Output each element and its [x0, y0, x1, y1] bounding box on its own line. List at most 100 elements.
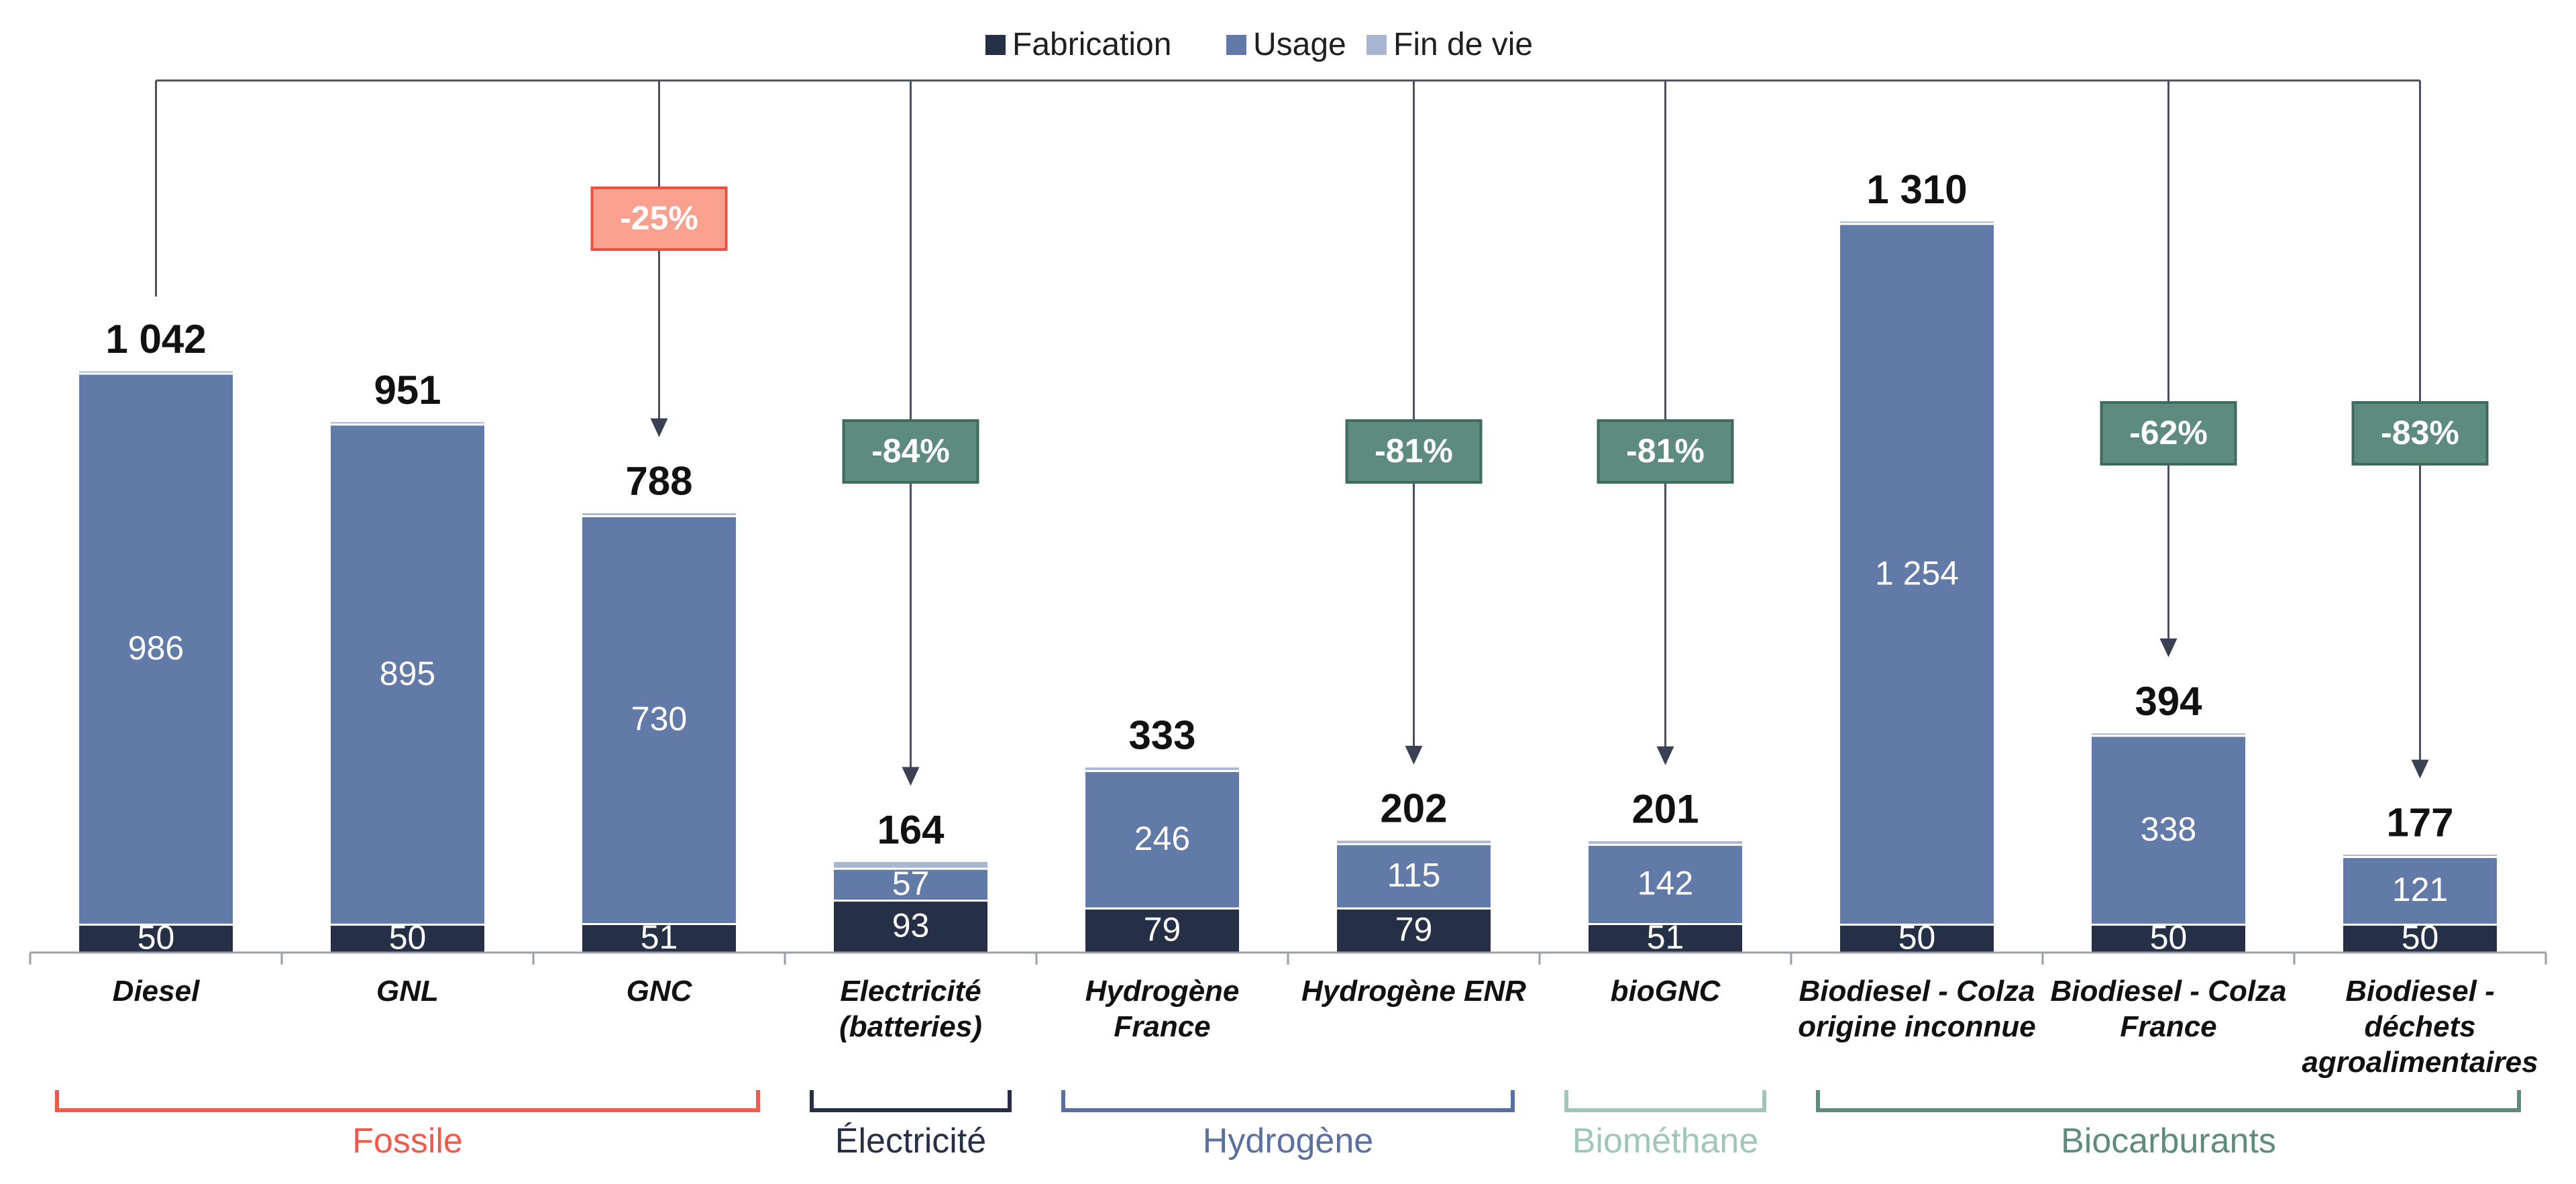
total-label-5: 202 [1380, 786, 1447, 831]
group-label-2: Hydrogène [1203, 1122, 1373, 1161]
legend: Fabrication Usage Fin de vie [985, 27, 1533, 62]
legend-label-fabrication: Fabrication [1012, 27, 1171, 62]
legend-swatch-fabrication [985, 35, 1006, 55]
comparison-badges: -25% -84% -81% -81% -62% -83% [590, 186, 2489, 484]
group-bracket-1 [810, 1090, 1012, 1112]
group-label-3: Biométhane [1572, 1122, 1759, 1161]
bar-segment-usage-8 [2090, 735, 2247, 926]
category-label-line: GNC [627, 975, 693, 1008]
bar-segment-fabrication-7 [1838, 923, 1996, 954]
bar-segment-fin-de-vie-3 [832, 859, 989, 870]
comparison-badge-0 [590, 186, 728, 251]
group-label-0: Fossile [352, 1122, 463, 1161]
group-label-4: Biocarburants [2061, 1122, 2276, 1161]
legend-swatch-usage [1226, 35, 1246, 55]
category-label-line: origine inconnue [1798, 1010, 2035, 1043]
category-label-9: Biodiesel -déchets agroalimentaires [2302, 975, 2538, 1079]
connector-arrowhead-5 [2411, 759, 2429, 779]
bar-segment-fin-de-vie-4 [1083, 765, 1241, 772]
legend-swatch-fin-de-vie [1366, 35, 1387, 55]
data-label-fabrication-5: 79 [1395, 910, 1433, 948]
data-label-usage-2: 730 [631, 700, 687, 738]
data-label-usage-8: 338 [2141, 810, 2196, 848]
category-label-line: (batteries) [839, 1010, 982, 1043]
category-label-line: Hydrogène ENR [1301, 975, 1526, 1008]
group-bracket-2 [1061, 1090, 1515, 1112]
total-label-7: 1 310 [1866, 167, 1967, 212]
category-label-4: Hydrogène France [1085, 975, 1240, 1043]
data-label-usage-7: 1 254 [1875, 554, 1959, 592]
total-label-0: 1 042 [105, 317, 206, 362]
data-label-usage-9: 121 [2392, 871, 2448, 908]
category-label-2: GNC [627, 975, 693, 1008]
comparison-badge-1 [842, 419, 979, 484]
connector-arrowhead-3 [1656, 746, 1674, 765]
category-label-3: Electricité (batteries) [839, 975, 982, 1043]
comparison-badge-5 [2351, 401, 2489, 466]
comparison-connectors [155, 79, 2429, 786]
group-bracket-4 [1816, 1090, 2521, 1112]
data-label-fabrication-3: 93 [892, 906, 930, 944]
category-label-line: France [2120, 1010, 2216, 1043]
bar-segment-usage-0 [77, 372, 235, 926]
bar-stack-4: 79 246 333 [1083, 713, 1241, 954]
bar-stack-3: 93 57 164 [832, 807, 989, 954]
bar-segment-fin-de-vie-5 [1335, 839, 1493, 845]
bar-segment-fin-de-vie-6 [1587, 839, 1744, 846]
bar-segment-fin-de-vie-9 [2341, 853, 2499, 859]
total-label-8: 394 [2135, 679, 2202, 724]
category-label-line: Electricité [840, 975, 981, 1008]
total-label-1: 951 [374, 368, 441, 413]
category-label-line: agroalimentaires [2302, 1046, 2538, 1079]
category-label-line: Biodiesel - Colza [1799, 975, 2035, 1008]
data-label-usage-4: 246 [1134, 820, 1190, 857]
category-label-line: Hydrogène [1085, 975, 1240, 1008]
category-groups: Fossile Électricité Hydrogène Biométhane Bio… [55, 1090, 2521, 1161]
category-label-1: GNL [376, 975, 439, 1008]
bar-segment-usage-9 [2341, 856, 2499, 926]
bar-segment-usage-2 [580, 515, 738, 926]
bar-segment-fin-de-vie-7 [1838, 219, 1996, 225]
connector-arrowhead-0 [650, 418, 668, 437]
bar-segment-usage-6 [1587, 843, 1744, 926]
category-label-7: Biodiesel - Colza origine inconnue [1798, 975, 2035, 1043]
bar-segment-fin-de-vie-0 [77, 369, 235, 375]
comparison-badge-3 [1597, 419, 1734, 484]
bar-segment-usage-1 [329, 423, 486, 926]
category-label-0: Diesel [113, 975, 200, 1008]
bar-segment-fabrication-2 [580, 923, 738, 954]
bar-segment-fabrication-0 [77, 923, 235, 954]
data-label-usage-3: 57 [892, 865, 930, 902]
bar-segment-fabrication-1 [329, 923, 486, 954]
category-label-line: bioGNC [1611, 975, 1721, 1008]
category-label-line: Biodiesel - [2345, 975, 2495, 1008]
bar-segment-usage-5 [1335, 843, 1493, 910]
comparison-badge-label-2: -81% [1375, 432, 1453, 470]
comparison-badge-label-5: -83% [2381, 414, 2459, 451]
category-label-line: GNL [376, 975, 439, 1008]
comparison-badge-4 [2100, 401, 2237, 466]
data-label-usage-5: 115 [1387, 856, 1441, 894]
bar-segment-fin-de-vie-2 [580, 511, 738, 517]
bar-stack-5: 79 115 202 [1335, 786, 1493, 954]
bar-segment-usage-4 [1083, 769, 1241, 910]
bar-segment-usage-7 [1838, 223, 1996, 926]
total-label-3: 164 [877, 807, 945, 852]
data-label-usage-0: 986 [128, 629, 184, 667]
total-label-4: 333 [1128, 713, 1195, 758]
category-label-5: Hydrogène ENR [1301, 975, 1526, 1008]
bar-segment-usage-3 [832, 867, 989, 902]
category-label-line: France [1114, 1010, 1210, 1043]
data-label-usage-1: 895 [380, 655, 435, 692]
connector-arrowhead-1 [902, 767, 920, 786]
category-label-line: déchets [2364, 1010, 2475, 1043]
connector-arrowhead-2 [1405, 745, 1423, 765]
